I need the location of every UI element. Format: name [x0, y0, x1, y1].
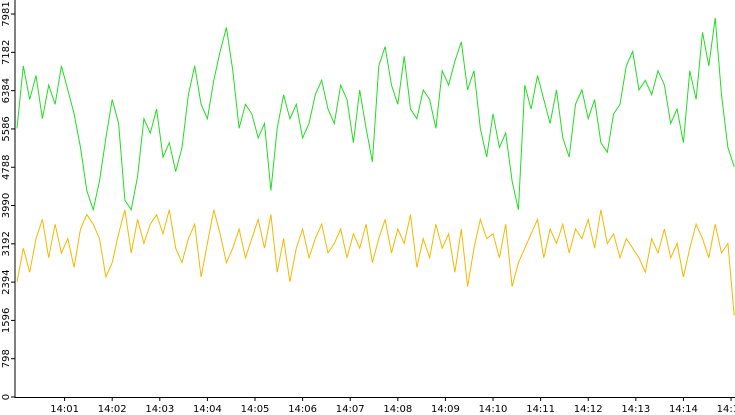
x-tick-label: 14:07 — [336, 404, 365, 415]
x-tick-label: 14:08 — [383, 404, 412, 415]
x-tick-label: 14:02 — [98, 404, 127, 415]
line-series — [16, 209, 735, 316]
x-tick-label: 14:01 — [50, 404, 79, 415]
x-tick-label: 14:11 — [526, 404, 555, 415]
y-tick-label: 798 — [1, 349, 12, 368]
x-tick-label: 14:10 — [479, 404, 508, 415]
y-tick-label: 3192 — [1, 231, 12, 256]
y-tick-label: 2394 — [1, 269, 12, 294]
x-tick-label: 14:06 — [288, 404, 317, 415]
y-tick-label: 3990 — [1, 193, 12, 218]
x-tick-label: 14:03 — [145, 404, 174, 415]
y-tick-label: 0 — [1, 394, 12, 400]
line-series — [16, 17, 735, 212]
x-tick-label: 14:12 — [574, 404, 603, 415]
x-tick-label: 14:04 — [193, 404, 222, 415]
y-tick-label: 4788 — [1, 155, 12, 180]
y-tick-label: 1596 — [1, 308, 12, 333]
y-tick-label: 6384 — [1, 78, 12, 103]
y-tick-label: 5586 — [1, 116, 12, 141]
x-tick-label: 14:09 — [431, 404, 460, 415]
x-tick-label: 14:13 — [621, 404, 650, 415]
y-tick-label: 7981 — [1, 1, 12, 26]
x-tick-label: 14:15 — [717, 404, 735, 415]
x-tick-label: 14:05 — [241, 404, 270, 415]
x-tick-label: 14:14 — [669, 404, 698, 415]
y-tick-label: 7182 — [1, 40, 12, 65]
